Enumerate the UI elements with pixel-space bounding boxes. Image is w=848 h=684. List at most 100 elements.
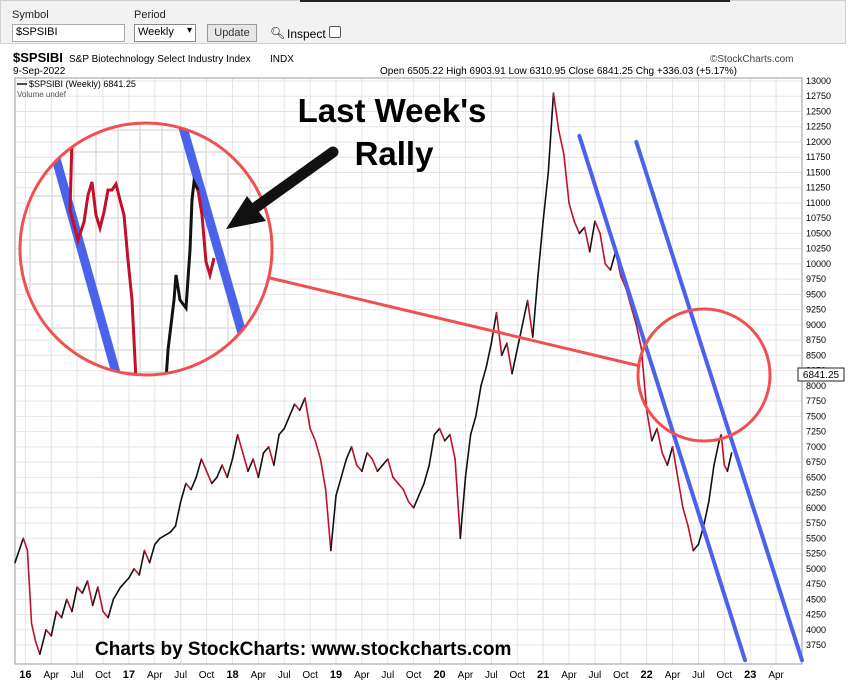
x-tick-label: Oct — [95, 670, 111, 681]
series-segment — [376, 464, 384, 473]
y-tick-label: 12500 — [806, 106, 831, 116]
x-tick-label: Jul — [485, 670, 498, 681]
y-tick-label: 7250 — [806, 427, 826, 437]
y-tick-label: 4500 — [806, 594, 826, 604]
series-segment — [267, 446, 275, 466]
channel-line — [577, 133, 748, 663]
x-tick-label: 20 — [433, 669, 445, 681]
series-segment — [65, 598, 73, 613]
series-segment — [609, 250, 617, 271]
series-segment — [195, 458, 203, 479]
x-tick-label: Jul — [381, 670, 394, 681]
y-tick-label: 6250 — [806, 488, 826, 498]
channel-line — [634, 139, 804, 663]
zoom-series-up — [164, 176, 200, 375]
chart-date: 9-Sep-2022 — [13, 66, 66, 77]
series-segment — [402, 488, 410, 503]
y-tick-label: 10250 — [806, 244, 831, 254]
y-tick-label: 7500 — [806, 411, 826, 421]
y-tick-label: 11000 — [806, 198, 830, 208]
series-segment — [30, 622, 37, 643]
series-segment — [350, 446, 358, 466]
series-segment — [599, 232, 607, 265]
brand-label: ©StockCharts.com — [710, 54, 794, 65]
series-segment — [531, 275, 539, 338]
x-tick-label: Apr — [43, 670, 59, 681]
inspect-checkbox[interactable] — [329, 26, 341, 38]
series-segment — [495, 311, 503, 357]
series-segment — [148, 543, 156, 564]
series-segment — [552, 92, 560, 131]
series-segment — [412, 494, 420, 509]
zoom-channel-left — [50, 153, 123, 375]
series-segment — [480, 366, 487, 387]
series-segment — [682, 507, 689, 527]
x-tick-label: 18 — [226, 669, 238, 681]
y-tick-label: 12250 — [806, 122, 831, 132]
toolbar-divider — [300, 0, 730, 2]
update-button[interactable]: Update — [207, 24, 257, 42]
series-segment — [671, 446, 679, 479]
series-segment — [76, 586, 84, 594]
series-segment — [112, 586, 122, 601]
series-segment — [423, 464, 431, 485]
series-segment — [60, 598, 68, 619]
series-segment — [231, 433, 239, 460]
y-tick-label: 6000 — [806, 503, 826, 513]
x-tick-label: 22 — [641, 669, 653, 681]
x-tick-label: Jul — [71, 670, 84, 681]
series-segment — [293, 403, 301, 412]
series-segment — [630, 305, 638, 326]
search-icon: 🔍︎ — [270, 26, 286, 40]
y-tick-label: 8000 — [806, 381, 826, 391]
series-segment — [397, 482, 405, 491]
series-segment — [14, 537, 25, 564]
x-tick-label: Oct — [406, 670, 422, 681]
series-segment — [500, 342, 508, 357]
series-segment — [392, 476, 399, 485]
y-tick-label: 10000 — [806, 259, 831, 269]
legend-series: $SPSIBI (Weekly) 6841.25 — [29, 79, 136, 89]
series-segment — [386, 458, 394, 479]
period-select[interactable]: Weekly ▾ — [134, 24, 196, 42]
series-segment — [469, 415, 477, 436]
symbol-label: Symbol — [12, 9, 49, 21]
series-segment — [153, 537, 161, 546]
series-segment — [45, 628, 53, 637]
y-tick-label: 8500 — [806, 350, 826, 360]
series-segment — [366, 452, 374, 460]
series-segment — [464, 433, 472, 479]
series-segment — [656, 427, 664, 454]
series-segment — [687, 525, 695, 552]
series-segment — [418, 482, 425, 497]
y-tick-label: 5000 — [806, 564, 826, 574]
y-tick-label: 11250 — [806, 183, 830, 193]
series-segment — [604, 263, 612, 271]
series-segment — [71, 586, 78, 613]
series-segment — [304, 397, 311, 430]
y-tick-label: 6750 — [806, 457, 826, 467]
callout-title-line1: Last Week's — [298, 92, 487, 129]
series-segment — [635, 324, 643, 351]
series-segment — [119, 577, 130, 588]
series-segment — [511, 348, 519, 375]
series-segment — [692, 543, 700, 552]
series-segment — [573, 220, 581, 235]
series-segment — [371, 458, 379, 473]
series-segment — [97, 586, 104, 613]
y-tick-label: 10750 — [806, 213, 831, 223]
x-tick-label: Jul — [588, 670, 601, 681]
series-segment — [666, 446, 674, 466]
x-tick-label: Oct — [613, 670, 629, 681]
x-tick-label: 21 — [537, 669, 549, 681]
series-segment — [107, 598, 115, 619]
last-price-tag: 6841.25 — [797, 367, 845, 382]
y-tick-label: 11500 — [806, 167, 830, 177]
inspect-label: Inspect — [287, 27, 326, 41]
series-segment — [273, 433, 280, 466]
series-segment — [86, 580, 94, 607]
series-segment — [526, 299, 534, 338]
footer-credit: Charts by StockCharts: www.stockcharts.c… — [95, 639, 511, 660]
series-segment — [335, 476, 342, 497]
symbol-input[interactable]: $SPSIBI — [12, 24, 125, 42]
